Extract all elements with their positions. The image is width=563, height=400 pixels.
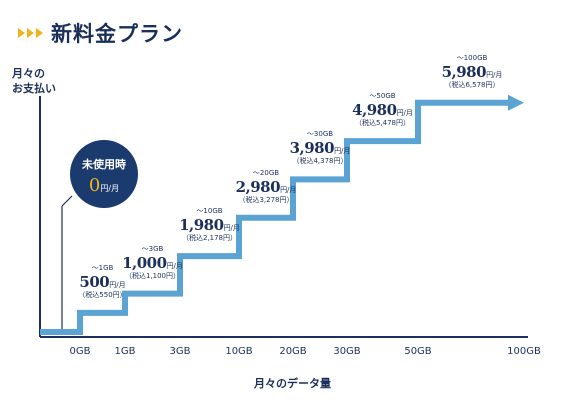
plan-price-line: 1,980円/月 [179, 217, 240, 233]
plan-price-label: ～20GB 2,980円/月 （税込3,278円） [236, 168, 297, 204]
chevron-arrows-icon [18, 28, 43, 38]
plan-price-label: ～30GB 3,980円/月 （税込4,378円） [290, 131, 351, 165]
unused-badge-title: 未使用時 [82, 158, 126, 171]
plan-unit: 円/月 [109, 280, 126, 289]
page-header: 新料金プラン [18, 18, 183, 48]
plan-price-label: ～10GB 1,980円/月 （税込2,178円） [179, 208, 240, 242]
plan-range: ～1GB [91, 263, 114, 272]
plan-price-line: 1,000円/月 [122, 255, 183, 271]
plan-unit: 円/月 [166, 261, 183, 270]
plan-tax: （税込2,178円） [181, 234, 238, 243]
x-tick-label: 10GB [225, 346, 253, 357]
plan-tax: （税込4,378円） [292, 157, 348, 166]
x-axis-label: 月々のデータ量 [254, 377, 331, 390]
x-tick-label: 1GB [114, 346, 136, 357]
plan-range: ～3GB [141, 244, 164, 253]
plan-price-line: 5,980円/月 [442, 64, 503, 80]
plan-tax: （税込3,278円） [238, 195, 294, 204]
unused-badge-unit: 円/月 [100, 184, 120, 193]
plan-tax: （税込1,100円） [124, 271, 181, 280]
plan-price-line: 3,980円/月 [290, 140, 351, 156]
plan-price-line: 4,980円/月 [352, 102, 413, 118]
plan-tax: （税込5,478円） [354, 119, 411, 128]
plan-range: ～50GB [369, 92, 396, 101]
x-tick-label: 30GB [333, 346, 361, 357]
plan-tax: （税込6,578円） [444, 80, 500, 89]
page-title: 新料金プラン [51, 22, 183, 46]
unused-badge-price: 0 [88, 175, 101, 196]
unused-indicator-connector [61, 195, 73, 207]
plan-price: 1,980 [179, 216, 224, 235]
plan-range: ～20GB [252, 168, 280, 177]
plan-price: 3,980 [289, 139, 335, 158]
plan-price-line: 2,980円/月 [236, 179, 297, 195]
plan-unit: 円/月 [486, 70, 503, 79]
plan-unit: 円/月 [334, 147, 351, 156]
plan-tax: （税込550円） [78, 290, 127, 299]
plan-price: 5,980 [441, 62, 487, 81]
y-axis-label: 月々の お支払い [12, 66, 56, 96]
plan-price-line: 500円/月 [78, 274, 126, 290]
y-axis-label-line1: 月々の [12, 67, 45, 80]
plan-unit: 円/月 [223, 224, 240, 233]
plan-range: ～30GB [306, 130, 334, 139]
plan-price: 2,980 [235, 177, 281, 196]
plan-range: ～100GB [456, 53, 488, 62]
plan-unit: 円/月 [280, 185, 297, 194]
unused-badge-price-line: 0円/月 [70, 175, 138, 196]
plan-range: ～10GB [196, 207, 223, 216]
plan-price-label: ～1GB 500円/月 （税込550円） [78, 263, 127, 299]
x-tick-label: 20GB [279, 346, 307, 357]
x-tick-label: 3GB [169, 346, 191, 357]
plan-price-label: ～100GB 5,980円/月 （税込6,578円） [442, 53, 503, 89]
unused-badge: 未使用時 0円/月 [70, 140, 138, 208]
price-step-line [40, 99, 510, 335]
plan-price: 4,980 [352, 101, 397, 120]
y-axis-label-line2: お支払い [12, 82, 56, 95]
x-tick-label: 100GB [507, 346, 541, 357]
plan-price: 1,000 [122, 253, 167, 272]
plan-price-label: ～50GB 4,980円/月 （税込5,478円） [352, 93, 413, 127]
plan-price: 500 [79, 272, 110, 291]
plan-unit: 円/月 [396, 109, 413, 118]
step-arrowhead-icon [508, 94, 524, 111]
x-tick-label: 50GB [404, 346, 432, 357]
x-tick-label: 0GB [69, 346, 91, 357]
plan-price-label: ～3GB 1,000円/月 （税込1,100円） [122, 244, 183, 280]
